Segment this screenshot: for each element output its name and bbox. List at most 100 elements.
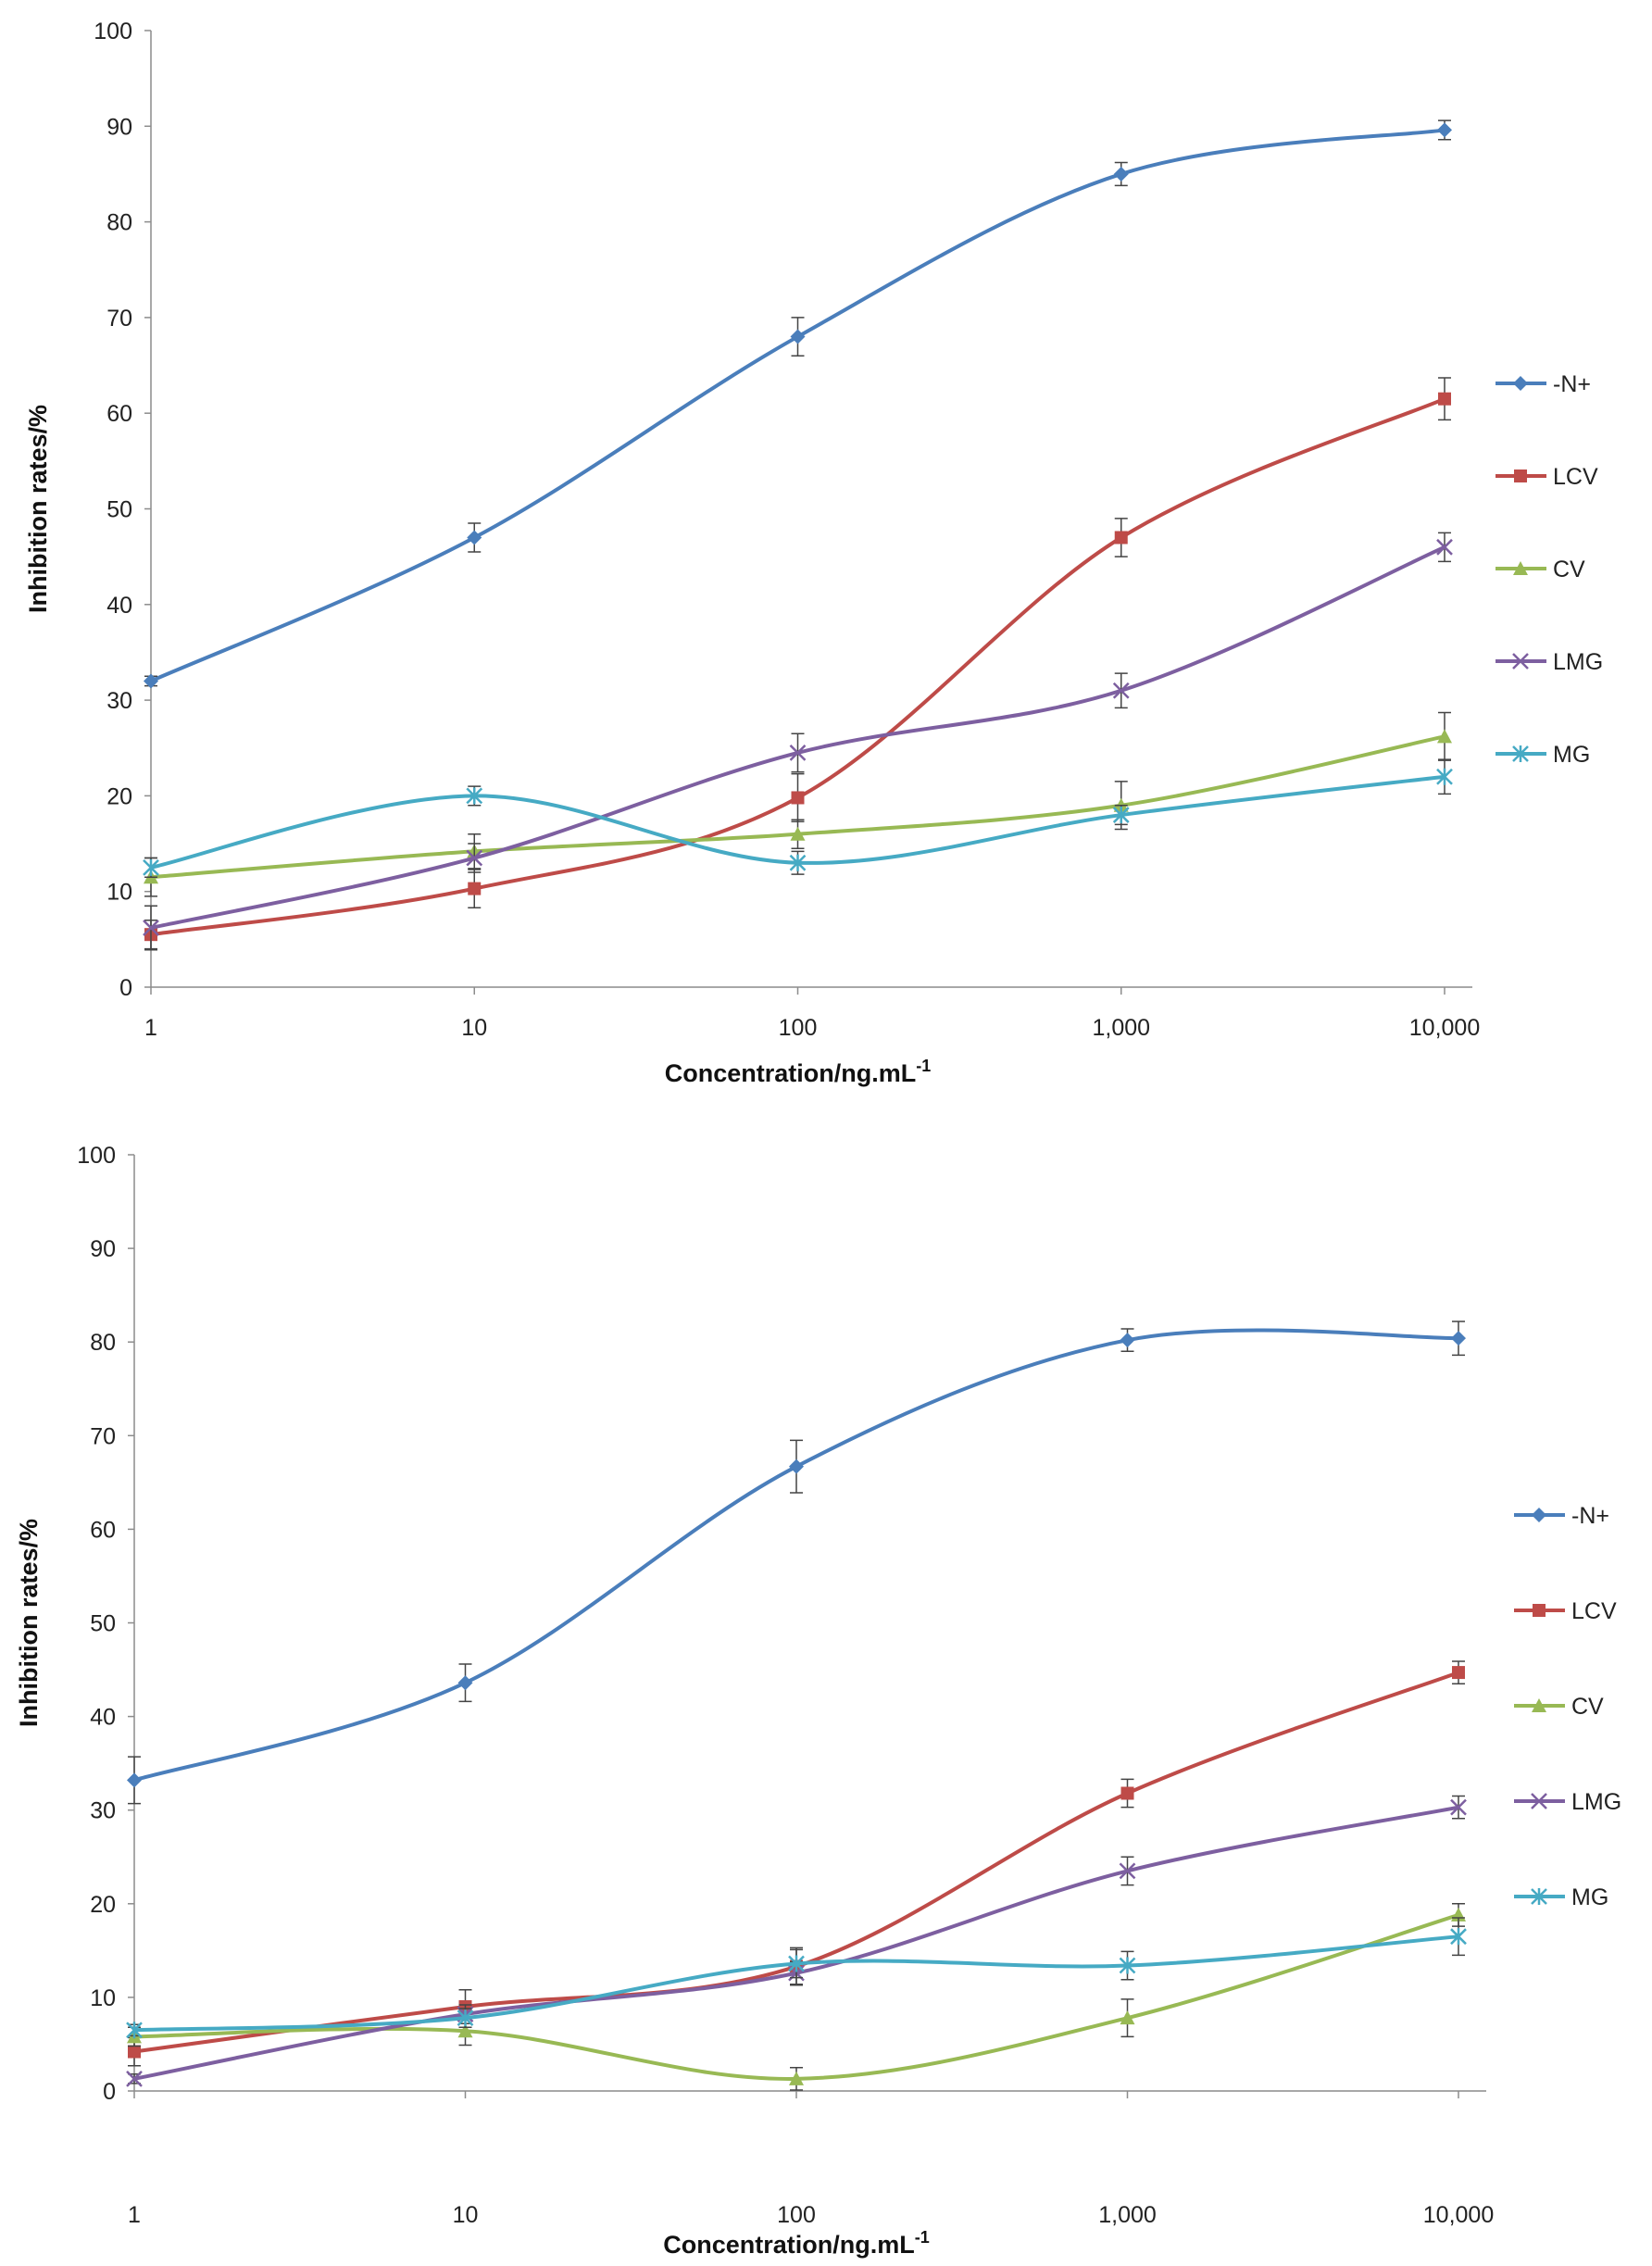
y-tick-label: 10 bbox=[106, 880, 132, 906]
y-tick-label: 60 bbox=[90, 1517, 116, 1543]
y-tick-label: 80 bbox=[106, 210, 132, 236]
series-MG bbox=[143, 758, 1453, 878]
x-tick-label: 100 bbox=[777, 2202, 816, 2228]
y-tick-label: 80 bbox=[90, 1330, 116, 1356]
series-CV bbox=[127, 1903, 1466, 2091]
data-point bbox=[1437, 729, 1452, 744]
legend-label: -N+ bbox=[1553, 371, 1591, 397]
data-point bbox=[1450, 1928, 1467, 1946]
data-point bbox=[126, 2022, 143, 2039]
legend-entry-LCV: LCV bbox=[1496, 464, 1598, 490]
data-point bbox=[1438, 392, 1451, 406]
series-line bbox=[150, 396, 1446, 937]
data-point bbox=[789, 2071, 804, 2085]
legend-label: LMG bbox=[1571, 1789, 1621, 1815]
data-point bbox=[143, 858, 159, 876]
legend-label: -N+ bbox=[1571, 1503, 1609, 1529]
y-tick-label: 90 bbox=[90, 1236, 116, 1262]
y-tick-label: 100 bbox=[94, 19, 132, 44]
legend-label: LCV bbox=[1571, 1598, 1617, 1624]
legend-marker bbox=[1514, 469, 1527, 482]
x-tick-label: 10,000 bbox=[1409, 1015, 1480, 1041]
legend-entry-CV: CV bbox=[1514, 1694, 1604, 1720]
legend-entry-LCV: LCV bbox=[1514, 1598, 1617, 1624]
y-tick-label: 40 bbox=[106, 593, 132, 619]
data-point bbox=[467, 530, 482, 545]
series-LMG bbox=[126, 1795, 1467, 2087]
x-tick-label: 1,000 bbox=[1098, 2202, 1157, 2228]
y-tick-label: 60 bbox=[106, 401, 132, 427]
data-point bbox=[791, 791, 805, 805]
legend-entry-MG: MG bbox=[1514, 1884, 1608, 1910]
series-line bbox=[133, 1913, 1459, 2081]
data-point bbox=[143, 920, 159, 936]
legend-label: LCV bbox=[1553, 464, 1598, 490]
data-point bbox=[126, 2070, 143, 2087]
legend-label: MG bbox=[1571, 1884, 1608, 1910]
data-point bbox=[1112, 682, 1130, 699]
y-axis-title: Inhibition rates/% bbox=[24, 405, 52, 613]
y-tick-label: 70 bbox=[90, 1423, 116, 1449]
series--N+ bbox=[144, 119, 1452, 689]
data-point bbox=[457, 2023, 473, 2038]
data-point bbox=[1119, 1862, 1136, 1880]
data-point bbox=[1120, 2010, 1135, 2025]
data-point bbox=[789, 1459, 804, 1474]
y-tick-label: 0 bbox=[103, 2079, 116, 2105]
x-axis-title: Concentration/ng.mL-1 bbox=[663, 2228, 930, 2259]
y-tick-label: 0 bbox=[119, 975, 132, 1001]
legend-marker bbox=[1531, 1793, 1547, 1809]
y-tick-label: 50 bbox=[90, 1611, 116, 1637]
x-axis-title: Concentration/ng.mL-1 bbox=[665, 1057, 932, 1087]
data-point bbox=[466, 787, 483, 805]
x-tick-label: 1 bbox=[144, 1015, 157, 1041]
data-point bbox=[457, 1675, 473, 1691]
series-MG bbox=[126, 1917, 1467, 2039]
y-tick-label: 20 bbox=[90, 1892, 116, 1918]
data-point bbox=[788, 1955, 805, 1972]
data-point bbox=[1437, 122, 1452, 138]
data-point bbox=[1114, 531, 1128, 545]
data-point bbox=[466, 849, 483, 867]
data-point bbox=[1113, 166, 1129, 182]
legend-entry-CV: CV bbox=[1496, 557, 1585, 582]
legend-entry-LMG: LMG bbox=[1496, 649, 1603, 675]
legend-marker bbox=[1512, 745, 1529, 762]
data-point bbox=[468, 882, 482, 895]
x-axis-title-superscript: -1 bbox=[916, 1057, 931, 1075]
data-point bbox=[1450, 1798, 1467, 1816]
y-tick-label: 90 bbox=[106, 114, 132, 140]
y-tick-label: 20 bbox=[106, 783, 132, 809]
legend-entry--N+: -N+ bbox=[1514, 1503, 1609, 1529]
y-tick-label: 50 bbox=[106, 497, 132, 523]
data-point bbox=[789, 854, 807, 871]
data-point bbox=[1120, 1786, 1134, 1800]
y-tick-label: 30 bbox=[90, 1798, 116, 1824]
series-line bbox=[133, 1805, 1459, 2081]
y-tick-label: 30 bbox=[106, 688, 132, 714]
legend-marker bbox=[1531, 1888, 1547, 1905]
x-tick-label: 10 bbox=[453, 2202, 479, 2228]
x-tick-label: 10 bbox=[461, 1015, 487, 1041]
y-tick-label: 10 bbox=[90, 1985, 116, 2011]
legend-label: CV bbox=[1553, 557, 1585, 582]
legend-entry--N+: -N+ bbox=[1496, 371, 1591, 397]
legend-marker bbox=[1513, 376, 1528, 391]
series-line bbox=[133, 1328, 1459, 1783]
legend-entry-LMG: LMG bbox=[1514, 1789, 1621, 1815]
data-point bbox=[127, 1772, 142, 1788]
data-point bbox=[789, 745, 807, 761]
data-point bbox=[1452, 1666, 1465, 1680]
legend-label: MG bbox=[1553, 742, 1590, 768]
data-point bbox=[1436, 768, 1453, 785]
data-point bbox=[1119, 1957, 1136, 1974]
data-point bbox=[790, 826, 806, 841]
data-point bbox=[128, 2045, 141, 2059]
data-point bbox=[1436, 538, 1453, 556]
legend-label: CV bbox=[1571, 1694, 1604, 1720]
legend-marker bbox=[1532, 1698, 1546, 1712]
legend-marker bbox=[1512, 653, 1529, 670]
